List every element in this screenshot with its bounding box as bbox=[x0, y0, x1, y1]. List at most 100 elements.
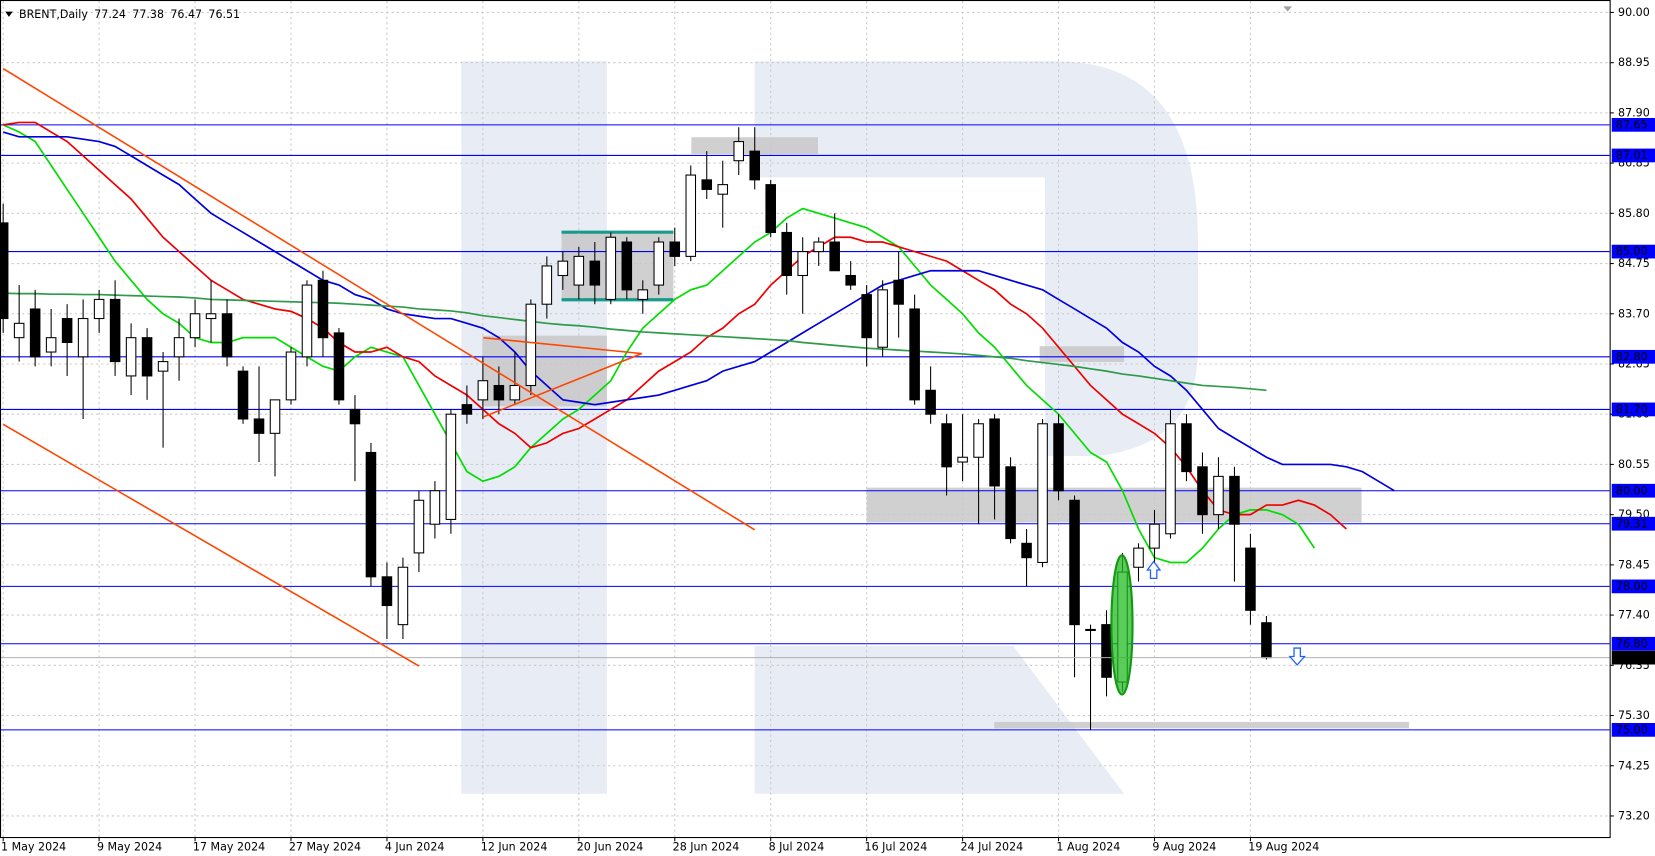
zone bbox=[994, 721, 1410, 729]
candle-body bbox=[589, 260, 601, 286]
y-tick-label: 74.25 bbox=[1618, 759, 1650, 772]
candle-body bbox=[477, 380, 489, 401]
candle-body bbox=[813, 241, 824, 253]
candle-body bbox=[605, 236, 617, 300]
candle-body bbox=[157, 361, 169, 372]
candle-body bbox=[829, 241, 840, 272]
y-tick-label: 80.55 bbox=[1618, 458, 1650, 471]
level-label-box bbox=[1611, 349, 1655, 364]
trend-lines bbox=[2, 67, 756, 667]
candle-body bbox=[253, 418, 265, 434]
indicator-line bbox=[3, 121, 1347, 530]
level-label: 85.00 bbox=[1616, 245, 1648, 258]
highlight-ellipse bbox=[1110, 554, 1134, 696]
y-tick-label: 83.70 bbox=[1618, 307, 1650, 320]
trend-line bbox=[2, 423, 420, 667]
candle-body bbox=[1085, 628, 1096, 632]
header-low: 76.47 bbox=[170, 8, 202, 21]
candle-body bbox=[45, 337, 57, 353]
x-tick-label: 1 Aug 2024 bbox=[1056, 841, 1120, 854]
candle-body bbox=[1261, 622, 1272, 659]
level-label-box bbox=[1611, 723, 1655, 737]
candle-body bbox=[1229, 475, 1240, 525]
candle-body bbox=[717, 184, 729, 195]
candle-body bbox=[237, 370, 249, 420]
candle-body bbox=[541, 265, 553, 305]
candle-body bbox=[189, 313, 201, 339]
x-tick-label: 1 May 2024 bbox=[1, 841, 66, 854]
candle-body bbox=[333, 332, 345, 401]
level-label: 79.31 bbox=[1616, 517, 1648, 530]
candle-body bbox=[77, 318, 89, 358]
candle-body bbox=[61, 318, 73, 343]
candle-body bbox=[797, 251, 808, 277]
x-tick-label: 19 Aug 2024 bbox=[1248, 841, 1319, 854]
candle-body bbox=[925, 389, 936, 415]
candle-body bbox=[493, 384, 505, 401]
level-label: 81.70 bbox=[1616, 403, 1648, 416]
header-high: 77.38 bbox=[132, 8, 164, 21]
chart-header: BRENT,Daily 77.24 77.38 76.47 76.51 bbox=[19, 8, 240, 21]
candle-body bbox=[285, 351, 297, 401]
header-arrow bbox=[5, 11, 13, 17]
candle-body bbox=[13, 322, 25, 339]
candle-body bbox=[621, 241, 633, 291]
x-tick-label: 27 May 2024 bbox=[289, 841, 361, 854]
candle-body bbox=[413, 499, 425, 554]
x-tick-label: 28 Jun 2024 bbox=[673, 841, 740, 854]
candle-body bbox=[1053, 423, 1064, 492]
candle-body bbox=[893, 279, 904, 305]
level-label-box bbox=[1611, 483, 1655, 498]
candle-body bbox=[909, 308, 920, 401]
candle-body bbox=[0, 222, 9, 320]
level-label: 82.80 bbox=[1616, 350, 1648, 363]
level-label: 78.00 bbox=[1616, 580, 1648, 593]
x-tick-label: 8 Jul 2024 bbox=[769, 841, 825, 854]
candle-body bbox=[429, 490, 441, 525]
candle-body bbox=[1213, 475, 1224, 516]
candle-body bbox=[653, 241, 665, 286]
candle-body bbox=[1069, 499, 1080, 626]
candle-body bbox=[765, 184, 776, 233]
candle-body bbox=[1101, 624, 1112, 678]
watermark-bar bbox=[461, 61, 607, 794]
x-tick-label: 17 May 2024 bbox=[193, 841, 265, 854]
zone bbox=[1039, 346, 1125, 363]
level-label: 87.65 bbox=[1616, 118, 1648, 131]
box-edges bbox=[561, 230, 674, 302]
candle-body bbox=[125, 337, 137, 377]
candle-body bbox=[141, 337, 153, 377]
level-label-box bbox=[1611, 516, 1655, 531]
level-label-box bbox=[1611, 579, 1655, 594]
candle-body bbox=[109, 298, 121, 363]
candle-body bbox=[397, 566, 409, 626]
level-label-box bbox=[1611, 117, 1655, 132]
candle-body bbox=[1021, 542, 1032, 559]
y-tick-label: 77.40 bbox=[1618, 609, 1650, 622]
candle-body bbox=[877, 289, 888, 348]
level-label: 75.00 bbox=[1616, 723, 1648, 736]
candle-body bbox=[557, 260, 569, 277]
candle-body bbox=[1149, 523, 1160, 549]
candle-body bbox=[701, 179, 713, 190]
candle-body bbox=[221, 313, 233, 358]
level-label-box bbox=[1611, 636, 1655, 651]
candle-body bbox=[461, 404, 473, 415]
candle-body bbox=[1133, 547, 1144, 568]
y-tick-label: 87.90 bbox=[1618, 106, 1650, 119]
candle-body bbox=[509, 384, 521, 401]
x-tick-label: 9 May 2024 bbox=[97, 841, 162, 854]
candle-body bbox=[941, 423, 952, 468]
drawings bbox=[2, 6, 1306, 696]
candle-body bbox=[1165, 423, 1176, 535]
x-tick-label: 24 Jul 2024 bbox=[960, 841, 1023, 854]
y-tick-label: 84.75 bbox=[1618, 257, 1650, 270]
y-tick-label: 78.45 bbox=[1618, 558, 1650, 571]
candle-body bbox=[989, 418, 1000, 487]
level-label: 76.80 bbox=[1616, 637, 1648, 650]
candle-body bbox=[173, 337, 185, 358]
candle-body bbox=[301, 284, 313, 358]
x-tick-label: 20 Jun 2024 bbox=[577, 841, 644, 854]
